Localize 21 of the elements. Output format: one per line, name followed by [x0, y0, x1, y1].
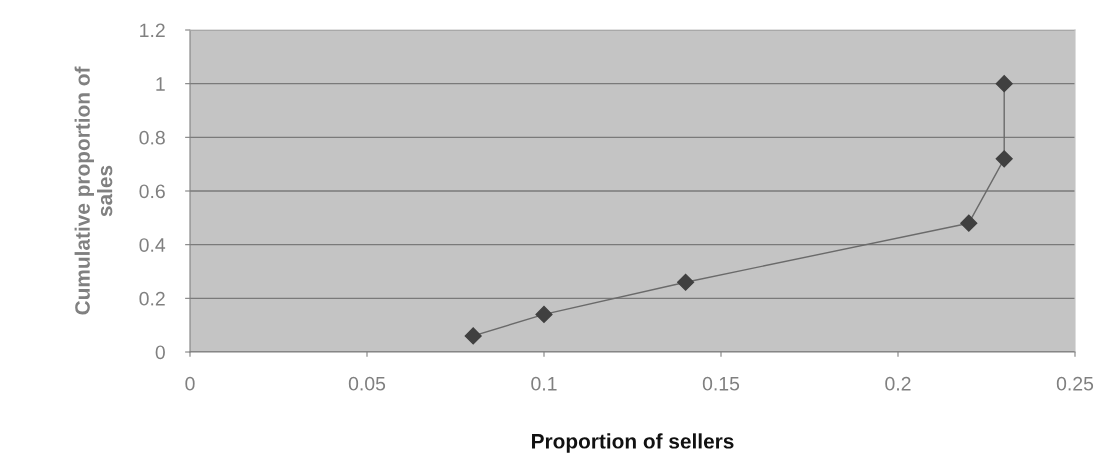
y-tick-label: 1	[156, 77, 165, 91]
y-tick-label: 0	[155, 345, 165, 360]
y-tick-label: 0.8	[139, 130, 165, 145]
point	[960, 214, 978, 232]
point	[995, 75, 1013, 93]
y-tick-label: 0.6	[139, 184, 165, 199]
x-tick-label: 0.15	[702, 376, 740, 391]
y-axis-title: Cumulative proportion of sales	[74, 66, 113, 315]
x-tick-label: 0.2	[885, 376, 911, 391]
point	[464, 327, 482, 345]
x-tick-label: 0.25	[1056, 376, 1094, 391]
point	[995, 150, 1013, 168]
y-tick-label: 0.4	[139, 238, 166, 252]
x-tick-label: 0.1	[531, 376, 557, 391]
y-tick-label: 1.2	[140, 23, 165, 38]
x-axis-title: Proportion of sellers	[532, 433, 734, 453]
point	[677, 273, 695, 291]
x-tick-label: 0	[185, 376, 195, 391]
x-tick-label: 0.05	[348, 376, 386, 391]
y-tick-label: 0.2	[139, 291, 165, 306]
point	[535, 305, 553, 323]
